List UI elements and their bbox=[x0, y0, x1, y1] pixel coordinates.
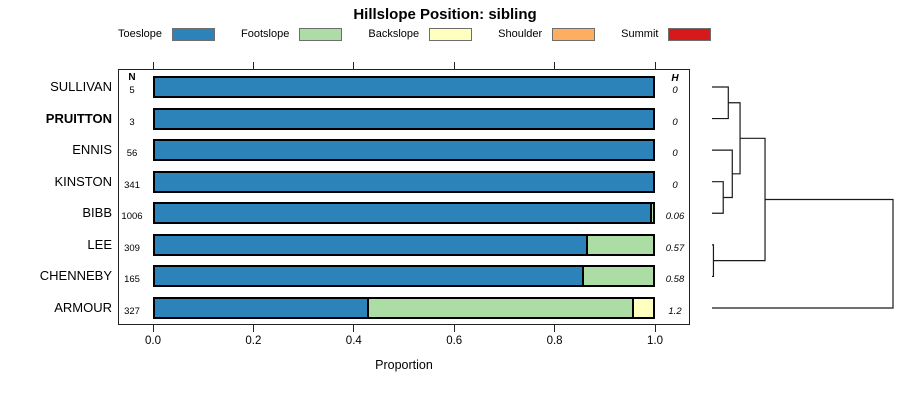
bar-segment-toeslope bbox=[155, 172, 653, 191]
plot-box bbox=[118, 69, 690, 325]
row-label-armour: ARMOUR bbox=[54, 299, 112, 315]
legend-swatch-footslope bbox=[299, 27, 343, 41]
legend-swatch-toeslope bbox=[172, 27, 216, 41]
bar-bibb bbox=[153, 202, 655, 225]
row-label-lee: LEE bbox=[87, 236, 112, 252]
row-label-kinston: KINSTON bbox=[54, 173, 112, 189]
bar-segment-footslope bbox=[582, 267, 653, 286]
x-tick bbox=[654, 325, 656, 332]
h-value: 0.58 bbox=[665, 274, 685, 286]
n-value: 3 bbox=[129, 116, 135, 128]
bar-segment-footslope bbox=[367, 298, 633, 317]
x-tick-label: 0.8 bbox=[546, 335, 563, 347]
legend-label: Backslope bbox=[368, 28, 420, 40]
bar-ennis bbox=[153, 139, 655, 162]
legend-swatch-backslope bbox=[429, 27, 473, 41]
bar-armour bbox=[153, 296, 655, 319]
bar-lee bbox=[153, 233, 655, 256]
legend-item-summit: Summit bbox=[621, 27, 712, 41]
n-value: 1006 bbox=[121, 211, 143, 223]
dendrogram-links bbox=[712, 86, 894, 309]
x-tick-top bbox=[453, 62, 455, 69]
legend-label: Summit bbox=[621, 28, 659, 40]
bar-sullivan bbox=[153, 76, 655, 98]
bar-segment-toeslope bbox=[155, 78, 653, 96]
x-tick-label: 0.4 bbox=[345, 335, 362, 347]
bar-segment-toeslope bbox=[155, 109, 653, 128]
legend-swatch-shoulder bbox=[552, 27, 596, 41]
bar-segment-backslope bbox=[632, 298, 653, 317]
x-tick bbox=[453, 325, 455, 332]
x-tick bbox=[252, 325, 254, 332]
h-value: 0 bbox=[672, 148, 678, 160]
n-value: 56 bbox=[126, 148, 138, 160]
x-tick-label: 0.0 bbox=[145, 335, 161, 347]
bar-segment-toeslope bbox=[155, 298, 368, 317]
row-label-chenneby: CHENNEBY bbox=[39, 268, 112, 284]
legend-item-toeslope: Toeslope bbox=[118, 27, 216, 41]
h-value: 0.57 bbox=[665, 242, 685, 254]
n-value: 327 bbox=[124, 305, 140, 317]
x-tick-top bbox=[353, 62, 355, 69]
row-label-pruitton: PRUITTON bbox=[45, 110, 112, 126]
legend-item-shoulder: Shoulder bbox=[498, 27, 596, 41]
bar-kinston bbox=[153, 170, 655, 193]
x-tick-top bbox=[152, 62, 154, 69]
n-value: 5 bbox=[129, 85, 135, 96]
x-tick-top bbox=[654, 62, 656, 69]
legend: Toeslope Footslope Backslope Shoulder Summit bbox=[118, 26, 712, 42]
bar-segment-toeslope bbox=[155, 141, 653, 160]
h-value: 0 bbox=[672, 179, 678, 191]
bar-chenneby bbox=[153, 265, 655, 288]
n-value: 341 bbox=[124, 179, 140, 191]
h-value: 0.06 bbox=[665, 211, 685, 223]
legend-label: Footslope bbox=[241, 28, 290, 40]
x-tick bbox=[353, 325, 355, 332]
row-label-sullivan: SULLIVAN bbox=[50, 79, 112, 94]
legend-item-backslope: Backslope bbox=[368, 27, 473, 41]
h-value: 0 bbox=[672, 85, 678, 96]
bar-segment-toeslope bbox=[155, 235, 586, 254]
legend-swatch-summit bbox=[668, 27, 712, 41]
x-tick bbox=[152, 325, 154, 332]
x-tick-label: 0.6 bbox=[446, 335, 463, 347]
x-axis-title: Proportion bbox=[375, 358, 433, 372]
n-column-header: N bbox=[128, 72, 136, 83]
h-value: 1.2 bbox=[668, 305, 682, 317]
legend-item-footslope: Footslope bbox=[241, 27, 343, 41]
bar-segment-toeslope bbox=[155, 204, 650, 223]
bar-segment-footslope bbox=[649, 204, 653, 223]
bar-segment-toeslope bbox=[155, 267, 583, 286]
bar-segment-footslope bbox=[585, 235, 653, 254]
x-tick-label: 1.0 bbox=[647, 335, 663, 347]
legend-label: Toeslope bbox=[118, 28, 163, 40]
x-tick-top bbox=[252, 62, 254, 69]
row-label-ennis: ENNIS bbox=[72, 142, 112, 158]
n-value: 165 bbox=[124, 274, 140, 286]
h-column-header: H bbox=[671, 73, 679, 84]
legend-label: Shoulder bbox=[498, 28, 543, 40]
bar-pruitton bbox=[153, 107, 655, 130]
x-tick-top bbox=[554, 62, 556, 69]
x-tick bbox=[554, 325, 556, 332]
x-tick-label: 0.2 bbox=[245, 335, 262, 347]
row-label-bibb: BIBB bbox=[82, 205, 112, 221]
h-value: 0 bbox=[672, 116, 678, 128]
n-value: 309 bbox=[124, 242, 140, 254]
chart-title: Hillslope Position: sibling bbox=[353, 6, 537, 23]
